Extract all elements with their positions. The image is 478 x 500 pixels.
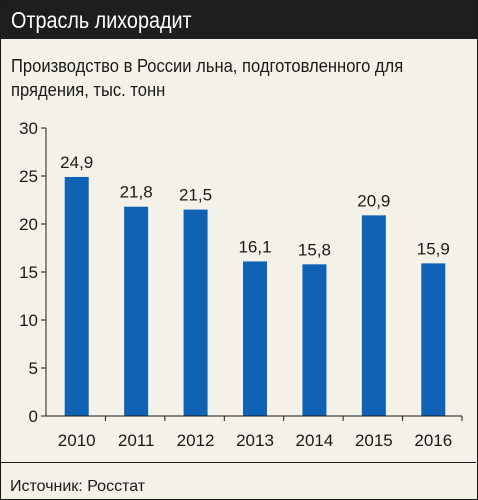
y-tick-label: 20 xyxy=(19,215,38,234)
x-tick-label: 2013 xyxy=(236,431,274,450)
bar-value-label: 16,1 xyxy=(238,237,271,256)
bar-2014 xyxy=(302,264,327,416)
y-tick-label: 5 xyxy=(29,359,38,378)
x-tick-label: 2011 xyxy=(118,431,155,450)
bar-2015 xyxy=(361,215,386,416)
chart-subtitle: Производство в России льна, подготовленн… xyxy=(11,56,404,100)
source-note: Источник: Росстат xyxy=(10,478,146,495)
bar-2011 xyxy=(124,206,149,416)
y-axis: 0 5 10 15 20 25 30 xyxy=(19,119,47,426)
x-tick-label: 2012 xyxy=(177,431,215,450)
x-tick-label: 2015 xyxy=(355,431,393,450)
chart-title: Отрасль лихорадит xyxy=(11,7,192,33)
bar-value-label: 21,8 xyxy=(120,183,153,202)
x-tick-label: 2014 xyxy=(296,431,334,450)
bar-2010 xyxy=(64,176,89,416)
bar-2012 xyxy=(183,209,208,416)
bar-value-label: 21,5 xyxy=(179,186,212,205)
y-tick-label: 25 xyxy=(19,167,38,186)
y-tick-label: 15 xyxy=(19,263,38,282)
y-tick-label: 10 xyxy=(19,311,38,330)
x-axis: 2010 2011 2012 2013 2014 2015 2016 xyxy=(46,415,463,450)
bar-2013 xyxy=(243,261,267,416)
y-tick-label: 30 xyxy=(19,119,38,138)
bar-value-label: 15,8 xyxy=(298,240,331,259)
bar-value-label: 15,9 xyxy=(417,239,450,258)
x-tick-label: 2010 xyxy=(58,431,96,450)
bar-value-label: 20,9 xyxy=(357,191,390,210)
bar-value-label: 24,9 xyxy=(60,153,93,172)
source-divider xyxy=(0,462,476,463)
y-tick-label: 0 xyxy=(29,407,38,426)
bars-group: 24,9 21,8 21,5 16,1 15,8 20,9 15,9 xyxy=(60,153,450,416)
bar-2016 xyxy=(421,263,446,416)
x-tick-label: 2016 xyxy=(414,431,452,450)
title-bar: Отрасль лихорадит xyxy=(1,1,477,39)
